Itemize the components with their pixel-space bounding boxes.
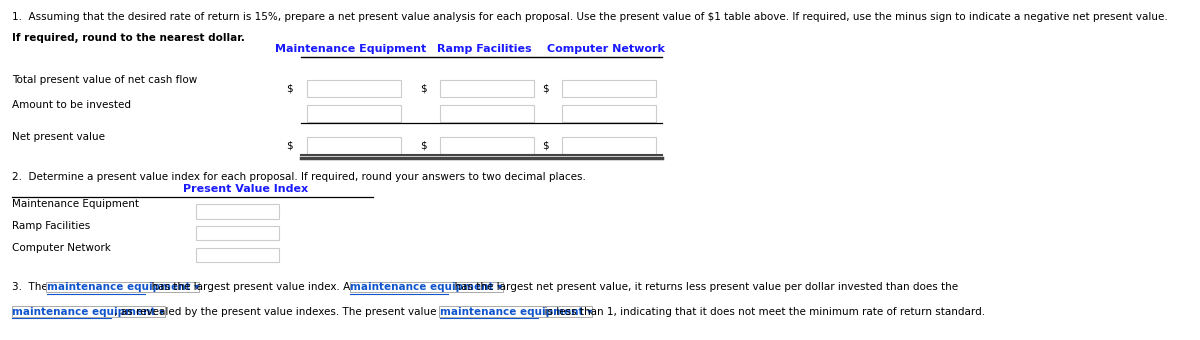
FancyBboxPatch shape [439, 80, 534, 97]
FancyBboxPatch shape [306, 80, 401, 97]
FancyBboxPatch shape [562, 137, 656, 154]
Text: $: $ [541, 83, 548, 93]
Text: $: $ [420, 83, 426, 93]
FancyBboxPatch shape [562, 105, 656, 122]
Text: 2.  Determine a present value index for each proposal. If required, round your a: 2. Determine a present value index for e… [12, 172, 587, 182]
Text: is less than 1, indicating that it does not meet the minimum rate of return stan: is less than 1, indicating that it does … [538, 307, 985, 317]
Text: $: $ [287, 140, 293, 151]
FancyBboxPatch shape [196, 204, 278, 219]
Text: maintenance equipment ▾: maintenance equipment ▾ [47, 282, 199, 292]
Text: Present Value Index: Present Value Index [182, 184, 308, 194]
Text: $: $ [287, 83, 293, 93]
FancyBboxPatch shape [196, 226, 278, 240]
Text: $: $ [420, 140, 426, 151]
Text: has the largest net present value, it returns less present value per dollar inve: has the largest net present value, it re… [449, 282, 959, 292]
FancyBboxPatch shape [562, 80, 656, 97]
Text: Maintenance Equipment: Maintenance Equipment [12, 199, 139, 209]
FancyBboxPatch shape [306, 105, 401, 122]
Text: If required, round to the nearest dollar.: If required, round to the nearest dollar… [12, 33, 245, 44]
Text: Net present value: Net present value [12, 132, 106, 142]
Text: Amount to be invested: Amount to be invested [12, 100, 132, 110]
Text: Total present value of net cash flow: Total present value of net cash flow [12, 75, 198, 85]
Text: Ramp Facilities: Ramp Facilities [12, 221, 91, 231]
FancyBboxPatch shape [439, 137, 534, 154]
Text: Ramp Facilities: Ramp Facilities [437, 44, 532, 54]
Text: , as revealed by the present value indexes. The present value index for the: , as revealed by the present value index… [110, 307, 510, 317]
Text: Computer Network: Computer Network [12, 243, 112, 253]
FancyBboxPatch shape [306, 137, 401, 154]
Text: maintenance equipment ▾: maintenance equipment ▾ [12, 307, 164, 317]
Text: $: $ [541, 140, 548, 151]
Text: 1.  Assuming that the desired rate of return is 15%, prepare a net present value: 1. Assuming that the desired rate of ret… [12, 12, 1171, 21]
Text: Maintenance Equipment: Maintenance Equipment [275, 44, 426, 54]
FancyBboxPatch shape [196, 248, 278, 262]
FancyBboxPatch shape [439, 105, 534, 122]
Text: maintenance equipment ▾: maintenance equipment ▾ [350, 282, 503, 292]
Text: has the largest present value index. Although: has the largest present value index. Alt… [145, 282, 394, 292]
Text: 3.  The: 3. The [12, 282, 52, 292]
Text: Computer Network: Computer Network [547, 44, 665, 54]
Text: maintenance equipment ▾: maintenance equipment ▾ [439, 307, 592, 317]
